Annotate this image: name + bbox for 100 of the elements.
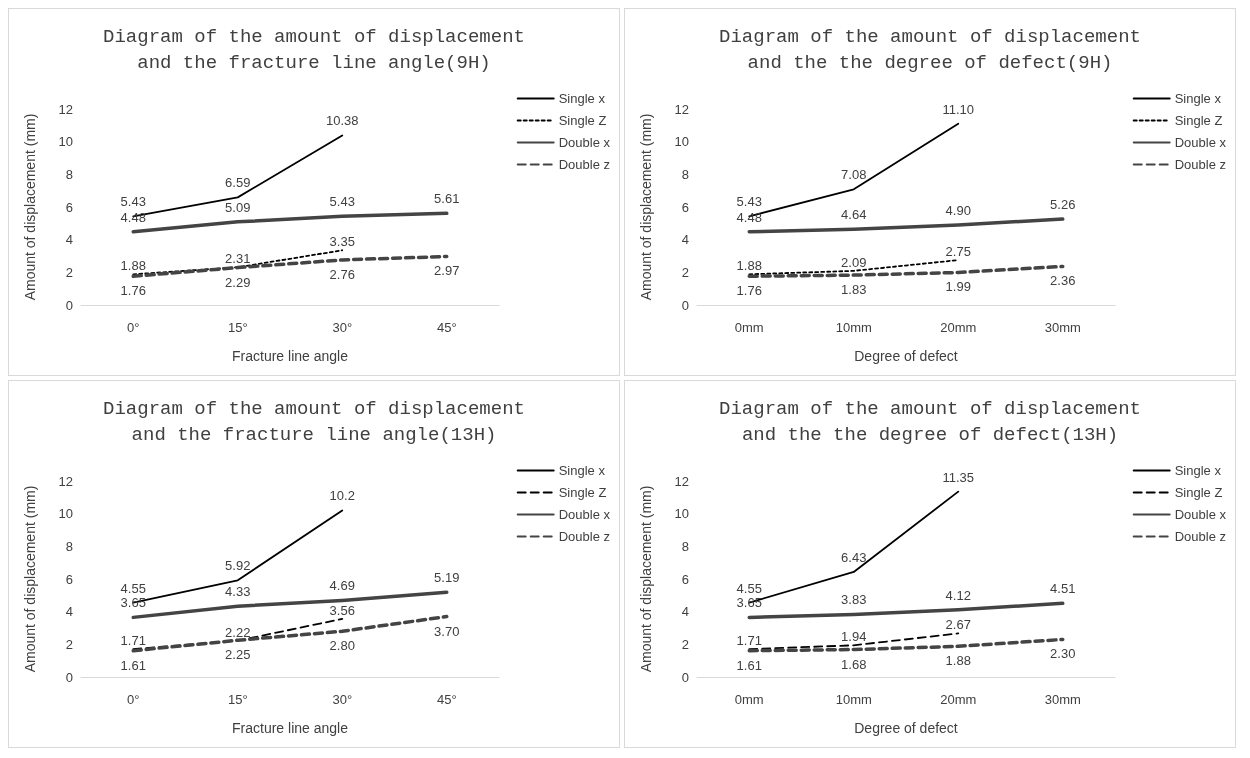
data-label: 4.64 (841, 207, 867, 223)
legend-label: Double z (1174, 529, 1226, 544)
data-label: 2.80 (329, 638, 355, 654)
data-label: 5.92 (225, 558, 251, 574)
x-tick-label: 45° (436, 692, 457, 707)
data-label: 1.76 (736, 283, 762, 299)
data-label: 1.88 (736, 258, 762, 274)
data-label: 3.65 (120, 595, 146, 611)
x-tick-label: 30° (332, 692, 353, 707)
y-axis-title: Amount of displacement (mm) (22, 485, 38, 673)
y-tick-label: 8 (65, 538, 73, 554)
y-tick-label: 10 (58, 506, 73, 522)
data-label: 3.65 (736, 595, 762, 611)
y-tick-label: 0 (681, 669, 689, 685)
data-label: 3.83 (841, 592, 867, 608)
legend-label: Single Z (558, 485, 607, 500)
data-label: 3.70 (434, 623, 460, 639)
data-label: 5.43 (329, 194, 355, 210)
y-tick-label: 4 (681, 604, 689, 620)
data-label: 4.90 (945, 202, 971, 218)
data-label: 2.75 (945, 244, 971, 260)
data-label: 2.22 (225, 624, 251, 640)
chart-title: Diagram of the amount of displacement and the fracture line angle(9H) (103, 26, 525, 74)
data-label: 7.08 (841, 167, 867, 183)
data-label: 1.71 (120, 633, 146, 649)
x-tick-label: 10mm (835, 692, 872, 707)
x-tick-label: 0mm (734, 320, 764, 335)
y-tick-label: 6 (681, 199, 689, 215)
data-label: 10.38 (325, 113, 359, 129)
data-label: 1.94 (841, 629, 867, 645)
data-label: 4.48 (736, 209, 762, 225)
legend-label: Double z (1174, 157, 1226, 172)
data-label: 5.26 (1050, 197, 1076, 213)
data-label: 1.99 (945, 279, 971, 295)
y-tick-label: 8 (681, 538, 689, 554)
data-label: 3.56 (329, 602, 355, 618)
data-label: 1.68 (841, 656, 867, 672)
legend-label: Double z (558, 529, 610, 544)
data-label: 6.43 (841, 549, 867, 565)
y-tick-label: 8 (681, 166, 689, 182)
y-tick-label: 12 (674, 101, 689, 117)
y-tick-label: 6 (65, 571, 73, 587)
data-label: 1.83 (841, 282, 867, 298)
y-tick-label: 2 (65, 264, 73, 280)
data-label: 1.88 (120, 258, 146, 274)
data-label: 4.48 (120, 209, 146, 225)
y-tick-label: 4 (65, 232, 73, 248)
x-tick-label: 30mm (1044, 692, 1081, 707)
data-label: 2.67 (945, 617, 971, 633)
x-tick-label: 30° (332, 320, 353, 335)
y-tick-label: 6 (65, 199, 73, 215)
data-label: 2.09 (841, 254, 867, 270)
data-label: 5.43 (120, 194, 146, 210)
y-tick-label: 10 (674, 134, 689, 150)
y-tick-label: 2 (681, 636, 689, 652)
chart-title: Diagram of the amount of displacement and the the degree of defect(9H) (719, 26, 1141, 74)
data-label: 2.97 (434, 263, 460, 279)
x-tick-label: 30mm (1044, 320, 1081, 335)
y-tick-label: 2 (681, 264, 689, 280)
data-label: 5.61 (434, 191, 460, 207)
legend-label: Single Z (1174, 113, 1223, 128)
legend-label: Double z (558, 157, 610, 172)
y-tick-label: 8 (65, 166, 73, 182)
y-axis-title: Amount of displacement (mm) (638, 113, 654, 301)
x-tick-label: 0mm (734, 692, 764, 707)
legend-label: Single x (1174, 91, 1222, 106)
data-label: 1.76 (120, 283, 146, 299)
data-label: 2.76 (329, 266, 355, 282)
data-label: 4.55 (120, 580, 146, 596)
x-tick-label: 45° (436, 320, 457, 335)
x-axis-title: Degree of defect (854, 720, 958, 736)
data-label: 4.51 (1050, 581, 1076, 597)
y-tick-label: 0 (65, 297, 73, 313)
x-tick-label: 0° (127, 320, 140, 335)
data-label: 4.69 (329, 578, 355, 594)
data-label: 2.36 (1050, 273, 1076, 289)
x-tick-label: 0° (127, 692, 140, 707)
y-tick-label: 12 (674, 473, 689, 489)
data-label: 5.19 (434, 570, 460, 586)
legend-label: Single Z (558, 113, 607, 128)
data-label: 1.61 (120, 657, 146, 673)
data-label: 1.71 (736, 633, 762, 649)
data-label: 2.25 (225, 647, 251, 663)
data-label: 2.30 (1050, 646, 1076, 662)
data-label: 4.55 (736, 580, 762, 596)
data-label: 1.88 (945, 653, 971, 669)
data-label: 11.10 (942, 101, 975, 117)
data-label: 10.2 (329, 488, 355, 504)
y-tick-label: 4 (681, 232, 689, 248)
y-axis-title: Amount of displacement (mm) (22, 113, 38, 301)
data-label: 4.12 (945, 587, 971, 603)
legend-label: Single x (558, 91, 606, 106)
legend-label: Double x (558, 507, 611, 522)
data-label: 3.35 (329, 234, 355, 250)
x-tick-label: 20mm (940, 692, 977, 707)
data-label: 5.43 (736, 194, 762, 210)
x-tick-label: 15° (227, 692, 248, 707)
y-tick-label: 12 (58, 101, 73, 117)
y-axis-title: Amount of displacement (mm) (638, 485, 654, 673)
legend-label: Double x (558, 135, 611, 150)
